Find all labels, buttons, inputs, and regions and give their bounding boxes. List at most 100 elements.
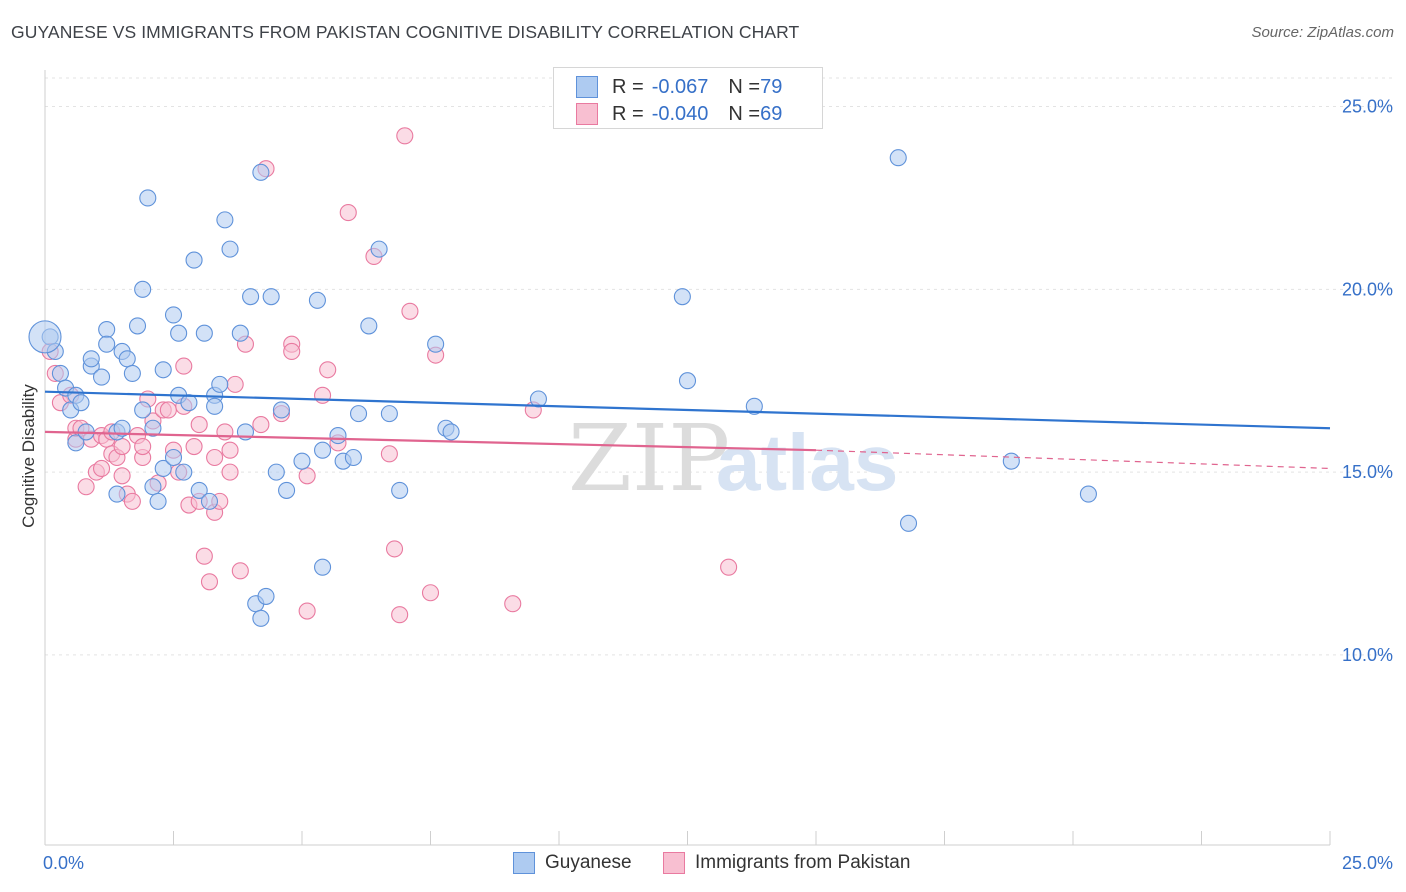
legend-row-pakistan: R = -0.040 N = 69: [576, 102, 782, 126]
data-point-pakistan: [298, 602, 316, 620]
data-point-pakistan: [298, 467, 316, 485]
watermark-zip: ZIP: [568, 405, 730, 512]
data-point-guyanese: [144, 419, 162, 437]
data-point-guyanese: [149, 492, 167, 510]
data-point-pakistan: [123, 492, 141, 510]
legend-label-guyanese: Guyanese: [545, 852, 632, 873]
data-point-guyanese: [98, 321, 116, 339]
data-point-pakistan: [134, 437, 152, 456]
bottom-legend-guyanese: Guyanese: [513, 852, 632, 874]
trend-line-pakistan: [44, 430, 817, 452]
data-point-guyanese: [360, 317, 378, 335]
data-point-pakistan: [175, 357, 193, 375]
axes: [44, 70, 1331, 846]
legend-r-value: -0.067: [651, 75, 709, 98]
data-point-guyanese: [170, 324, 188, 342]
data-point-guyanese: [529, 390, 547, 408]
data-point-guyanese: [134, 401, 152, 419]
data-point-guyanese: [123, 364, 141, 382]
data-point-guyanese: [175, 463, 193, 481]
data-point-guyanese: [67, 434, 85, 452]
trend-line-guyanese: [44, 390, 1331, 430]
legend-r-label: R =: [612, 102, 644, 125]
data-point-pakistan: [190, 416, 208, 434]
data-point-pakistan: [221, 463, 239, 481]
data-point-pakistan: [504, 595, 522, 613]
data-point-guyanese: [51, 364, 69, 382]
data-point-guyanese: [678, 372, 697, 390]
data-point-guyanese: [92, 368, 111, 386]
data-point-guyanese: [200, 492, 219, 510]
legend-n-label: N =: [728, 75, 761, 98]
data-point-guyanese: [442, 423, 460, 441]
data-point-guyanese: [164, 306, 183, 324]
data-point-pakistan: [221, 441, 239, 459]
legend-n-label: N =: [728, 102, 761, 125]
trend-lines: [44, 390, 1331, 470]
data-point-guyanese: [1002, 452, 1020, 470]
data-point-guyanese: [344, 448, 362, 467]
data-point-pakistan: [252, 416, 270, 434]
legend-n-value: 69: [760, 102, 783, 125]
data-point-guyanese: [180, 394, 198, 412]
data-point-guyanese: [380, 405, 398, 423]
data-point-guyanese: [272, 401, 290, 419]
chart-title: GUYANESE VS IMMIGRANTS FROM PAKISTAN COG…: [11, 22, 800, 42]
y-tick-label: 25.0%: [1342, 97, 1393, 117]
x-tick-label: 25.0%: [1342, 853, 1393, 873]
data-point-guyanese: [185, 251, 203, 269]
data-point-pakistan: [113, 437, 131, 456]
data-point-guyanese: [82, 350, 100, 368]
legend-r-value: -0.040: [651, 102, 709, 125]
data-point-pakistan: [283, 342, 301, 361]
legend-row-guyanese: R = -0.067 N = 79: [576, 75, 782, 99]
data-point-guyanese: [231, 324, 249, 342]
data-point-guyanese: [314, 558, 332, 576]
data-point-guyanese: [113, 419, 131, 437]
data-point-guyanese: [293, 452, 311, 470]
data-point-pakistan: [195, 547, 213, 565]
source-label: Source: ZipAtlas.com: [1251, 24, 1394, 41]
data-point-pakistan: [314, 386, 332, 404]
data-point-guyanese: [391, 481, 409, 499]
data-point-guyanese: [252, 609, 270, 627]
data-point-pakistan: [92, 459, 111, 478]
legend-swatch-pink: [663, 852, 685, 874]
data-point-guyanese: [154, 459, 172, 478]
data-point-pakistan: [200, 573, 219, 591]
data-point-guyanese: [673, 288, 691, 306]
data-point-guyanese: [221, 240, 239, 258]
data-point-guyanese: [899, 514, 918, 532]
data-point-guyanese: [139, 189, 157, 207]
data-point-guyanese: [1079, 485, 1097, 503]
data-point-guyanese: [108, 485, 126, 503]
data-point-guyanese: [98, 335, 116, 353]
data-point-pakistan: [216, 423, 234, 441]
legend-swatch-blue: [513, 852, 535, 874]
data-point-guyanese: [262, 288, 280, 306]
data-point-pakistan: [396, 127, 414, 145]
y-tick-label: 10.0%: [1342, 645, 1393, 665]
data-point-pakistan: [401, 302, 419, 320]
data-point-guyanese: [427, 335, 445, 353]
data-point-pakistan: [185, 437, 203, 456]
data-point-guyanese: [370, 240, 388, 258]
data-point-pakistan: [385, 540, 404, 558]
x-tick-label: 0.0%: [43, 853, 84, 873]
data-point-guyanese: [889, 149, 907, 167]
data-point-pakistan: [720, 558, 738, 576]
data-point-pakistan: [77, 478, 95, 496]
data-point-guyanese: [252, 163, 270, 181]
data-point-guyanese: [190, 481, 208, 499]
legend-n-value: 79: [760, 75, 783, 98]
y-axis-title: Cognitive Disability: [19, 384, 38, 528]
bottom-legend-pakistan: Immigrants from Pakistan: [663, 852, 910, 874]
trend-line-pakistan-extrapolated: [815, 449, 1331, 470]
data-point-guyanese: [745, 397, 763, 415]
data-point-guyanese: [349, 405, 368, 423]
data-point-guyanese: [28, 320, 62, 354]
data-point-guyanese: [329, 427, 347, 445]
data-point-guyanese: [144, 478, 162, 496]
data-point-guyanese: [128, 317, 147, 335]
